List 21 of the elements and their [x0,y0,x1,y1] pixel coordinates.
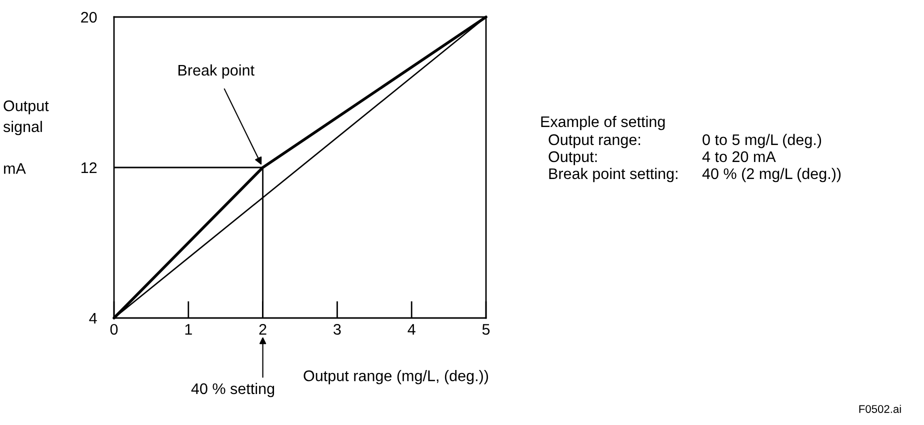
x-tick-label: 2 [259,324,266,335]
x-tick-label: 1 [185,324,192,335]
x-tick-label: 3 [334,324,341,335]
x-tick-label: 4 [408,324,416,335]
text: Output: [548,151,597,166]
text: Output signal mA [3,100,49,174]
text: Output range: [548,134,640,148]
x-tick-label: 5 [482,324,490,335]
y-tick-label: 20 [81,12,97,23]
text: Example of setting [541,116,665,130]
x-tick-label: 0 [110,324,118,335]
text: 0 to 5 mg/L (deg.) [702,134,822,148]
text: 40 % (2 mg/L (deg.)) [702,168,841,182]
text: Break point setting: [549,168,678,182]
annotation: Break point [178,64,254,79]
y-tick-label: 4 [89,313,97,324]
x-axis-title: Output range (mg/L, (deg.)) [304,370,488,384]
text: 40 % setting [191,382,274,398]
text: F0502.ai [859,404,901,413]
text: 4 to 20 mA [702,151,776,162]
y-tick-label: 12 [82,162,97,174]
